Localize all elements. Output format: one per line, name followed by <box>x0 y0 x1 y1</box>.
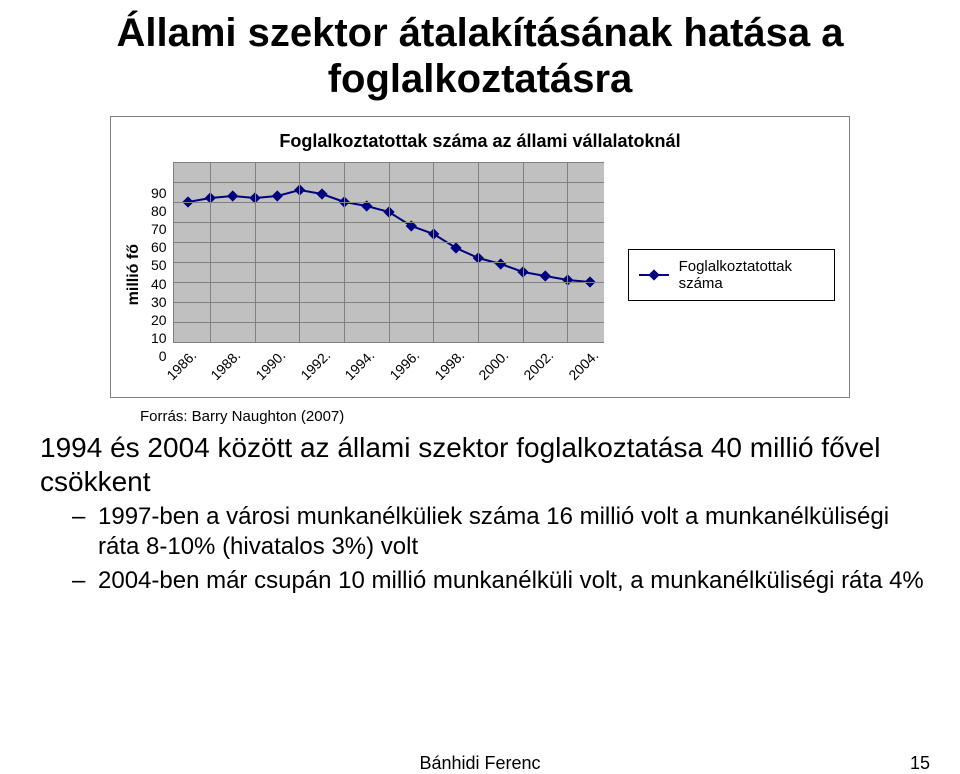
y-tick-label: 50 <box>151 257 167 273</box>
x-tick-label: 1990. <box>252 347 288 383</box>
page-title: Állami szektor átalakításának hatása a f… <box>30 10 930 102</box>
chart-marker <box>495 258 506 269</box>
y-tick-label: 20 <box>151 312 167 328</box>
vgridline <box>389 162 390 342</box>
y-tick-label: 60 <box>151 239 167 255</box>
chart-marker <box>316 188 327 199</box>
bullet-item: 2004-ben már csupán 10 millió munkanélkü… <box>72 566 930 596</box>
chart-marker <box>227 190 238 201</box>
chart-title: Foglalkoztatottak száma az állami vállal… <box>125 131 835 152</box>
page-number: 15 <box>910 753 930 774</box>
y-tick-label: 80 <box>151 203 167 219</box>
x-tick-label: 2002. <box>520 347 556 383</box>
y-tick-label: 10 <box>151 330 167 346</box>
chart-marker <box>539 270 550 281</box>
plot-wrap: 1986.1988.1990.1992.1994.1996.1998.2000.… <box>173 162 604 387</box>
vgridline <box>567 162 568 342</box>
x-tick-label: 1994. <box>341 347 377 383</box>
x-tick-label: 2000. <box>475 347 511 383</box>
title-line-2: foglalkoztatásra <box>328 57 633 101</box>
x-tick-label: 1988. <box>207 347 243 383</box>
x-tick-label: 1996. <box>386 347 422 383</box>
x-tick-label: 2004. <box>565 347 601 383</box>
y-tick-label: 30 <box>151 294 167 310</box>
y-tick-label: 0 <box>151 348 167 364</box>
legend-label: Foglalkoztatottak száma <box>679 258 824 292</box>
x-tick-label: 1998. <box>431 347 467 383</box>
y-tick-label: 40 <box>151 276 167 292</box>
chart-marker <box>271 190 282 201</box>
y-tick-label: 70 <box>151 221 167 237</box>
source-text: Forrás: Barry Naughton (2007) <box>140 408 930 425</box>
vgridline <box>344 162 345 342</box>
slide: Állami szektor átalakításának hatása a f… <box>0 0 960 767</box>
y-axis-label: millió fő <box>125 244 143 305</box>
body-paragraph: 1994 és 2004 között az állami szektor fo… <box>40 431 930 498</box>
chart-marker <box>450 242 461 253</box>
vgridline <box>523 162 524 342</box>
chart-container: Foglalkoztatottak száma az állami vállal… <box>110 116 850 398</box>
vgridline <box>478 162 479 342</box>
chart-body: millió fő 90 80 70 60 50 40 30 20 10 0 1986.1988.… <box>125 162 835 387</box>
x-tick-label: 1992. <box>297 347 333 383</box>
x-axis-ticks: 1986.1988.1990.1992.1994.1996.1998.2000.… <box>173 343 603 387</box>
legend-marker-icon <box>639 274 669 276</box>
bullet-item: 1997-ben a városi munkanélküliek száma 1… <box>72 502 930 562</box>
title-line-1: Állami szektor átalakításának hatása a <box>116 11 843 55</box>
vgridline <box>210 162 211 342</box>
x-tick-label: 1986. <box>163 347 199 383</box>
vgridline <box>255 162 256 342</box>
bullet-list: 1997-ben a városi munkanélküliek száma 1… <box>72 502 930 596</box>
y-tick-label: 90 <box>151 185 167 201</box>
y-axis-ticks: 90 80 70 60 50 40 30 20 10 0 <box>151 185 167 365</box>
chart-legend: Foglalkoztatottak száma <box>628 249 835 301</box>
plot-area <box>173 162 604 343</box>
vgridline <box>299 162 300 342</box>
footer-author: Bánhidi Ferenc <box>419 753 540 774</box>
vgridline <box>433 162 434 342</box>
